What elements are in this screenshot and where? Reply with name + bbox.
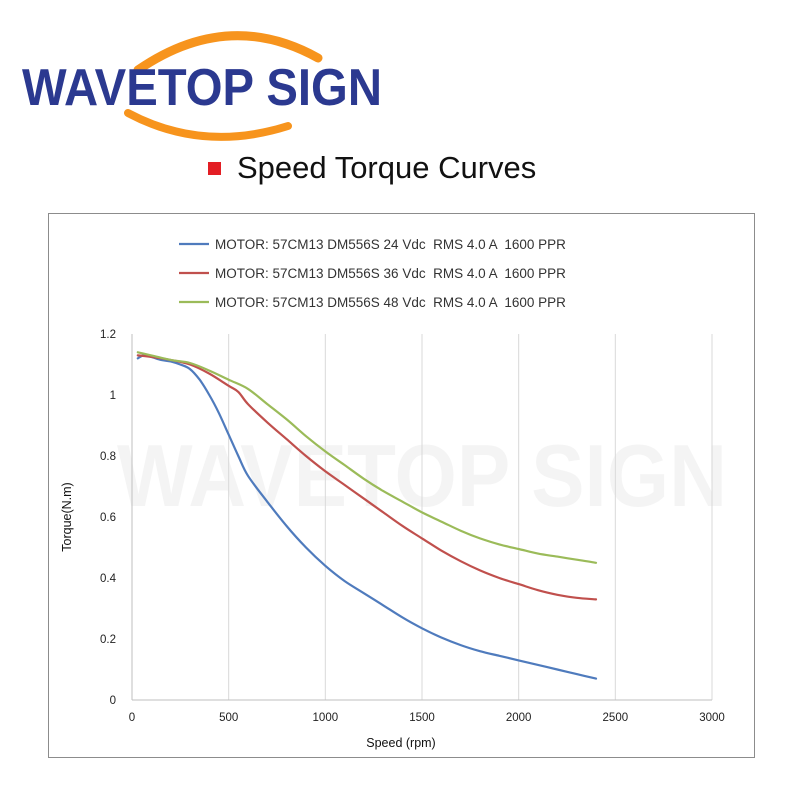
y-tick-label: 0.4	[100, 573, 117, 585]
x-tick-label: 3000	[699, 712, 725, 724]
x-tick-label: 0	[129, 712, 135, 724]
x-tick-label: 1000	[313, 712, 339, 724]
x-tick-label: 1500	[409, 712, 435, 724]
logo-arc-bottom	[124, 109, 292, 141]
brand-logo: WAVETOP SIGN	[22, 31, 382, 141]
x-tick-label: 2000	[506, 712, 532, 724]
y-tick-label: 0	[110, 695, 116, 707]
series-line-1	[136, 354, 598, 680]
y-tick-label: 1	[110, 390, 116, 402]
x-tick-label: 2500	[603, 712, 629, 724]
chart-frame: WAVETOP SIGN 0 0.2 0.4 0.6 0.8 1 1.2 0 500 1000 150…	[48, 213, 755, 758]
y-axis-title: Torque(N.m)	[60, 482, 74, 551]
series-line-3	[136, 351, 598, 564]
series-line-2	[136, 354, 598, 601]
x-axis-title: Speed (rpm)	[366, 736, 435, 750]
brand-name: WAVETOP SIGN	[22, 59, 382, 117]
legend-label-2: MOTOR: 57CM13 DM556S 36 Vdc RMS 4.0 A 16…	[215, 266, 566, 281]
x-tick-label: 500	[219, 712, 238, 724]
y-tick-label: 0.8	[100, 451, 116, 463]
heading-bullet	[208, 161, 221, 175]
y-tick-label: 0.6	[100, 512, 116, 524]
y-tick-label: 0.2	[100, 634, 116, 646]
logo-arc-top	[133, 31, 323, 75]
heading-title: Speed Torque Curves	[237, 150, 537, 185]
y-tick-label: 1.2	[100, 329, 116, 341]
chart-heading: Speed Torque Curves	[208, 148, 536, 188]
legend-label-3: MOTOR: 57CM13 DM556S 48 Vdc RMS 4.0 A 16…	[215, 295, 566, 310]
legend-label-1: MOTOR: 57CM13 DM556S 24 Vdc RMS 4.0 A 16…	[215, 237, 566, 252]
